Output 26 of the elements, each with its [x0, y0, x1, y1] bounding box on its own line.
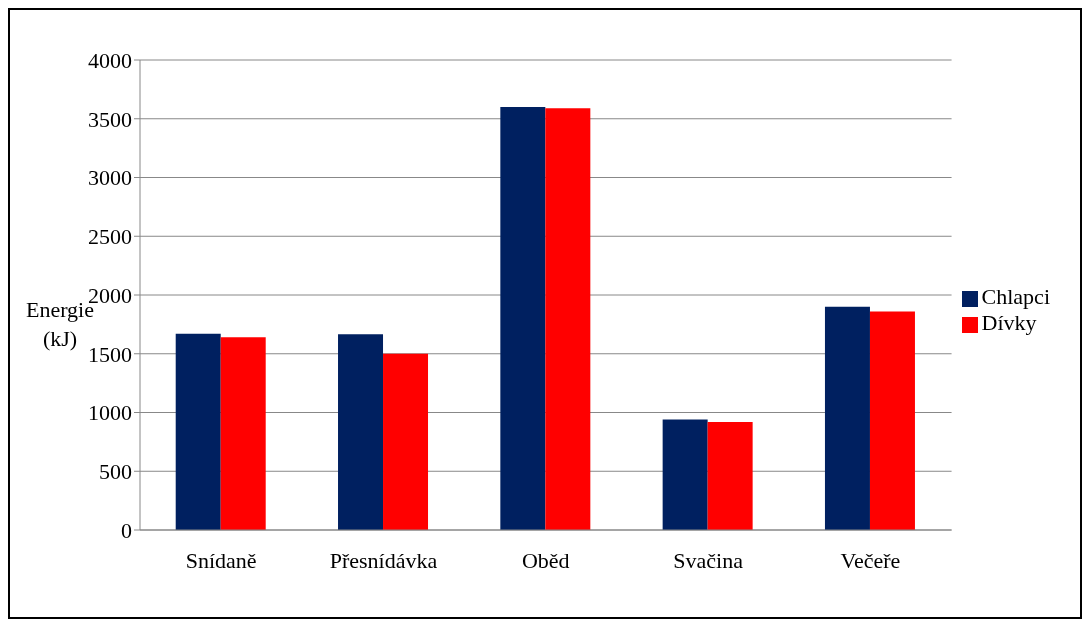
bar — [662, 419, 708, 530]
y-tick-label: 1000 — [88, 400, 132, 426]
y-tick-label: 0 — [121, 517, 132, 543]
bar — [500, 107, 546, 530]
bar — [338, 334, 384, 530]
bar — [824, 306, 870, 530]
bar — [869, 311, 915, 530]
legend-label: Dívky — [981, 310, 1037, 335]
x-tick-label: Přesnídávka — [329, 547, 438, 573]
y-tick-label: 1500 — [88, 341, 132, 367]
x-tick-label: Snídaně — [185, 547, 257, 573]
bar — [545, 108, 591, 530]
y-tick-label: 3000 — [88, 165, 132, 191]
bar — [707, 421, 753, 530]
y-tick-label: 4000 — [88, 47, 132, 73]
y-tick-label: 3500 — [88, 106, 132, 132]
bar — [220, 337, 266, 530]
y-tick-label: 500 — [99, 459, 132, 485]
x-tick-label: Večeře — [840, 547, 901, 573]
x-tick-label: Oběd — [521, 547, 570, 573]
x-tick-label: Svačina — [673, 547, 744, 573]
bar — [175, 333, 221, 530]
bar — [383, 353, 429, 530]
legend-label: Chlapci — [981, 284, 1050, 309]
y-tick-label: 2000 — [88, 282, 132, 308]
y-tick-label: 2500 — [88, 224, 132, 250]
